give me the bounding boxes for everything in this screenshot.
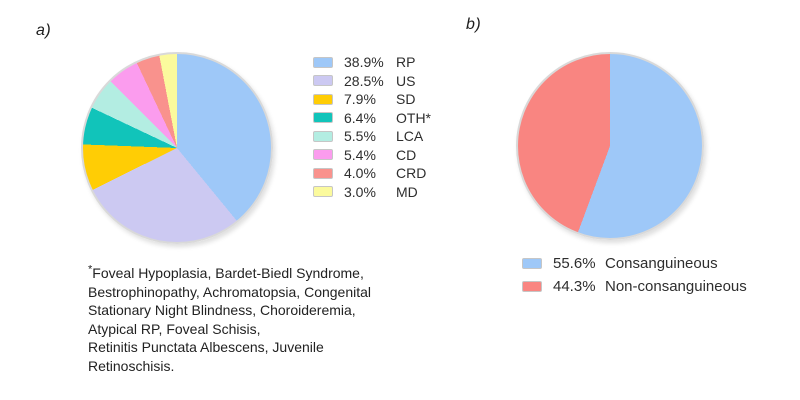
legend-swatch	[313, 93, 333, 105]
legend-label: SD	[396, 91, 416, 108]
legend-percentage: 28.5%	[344, 72, 384, 89]
legend-item: 44.3% Non-consanguineous	[522, 275, 747, 298]
pie-chart-consanguinity	[516, 52, 704, 240]
legend-swatch	[313, 112, 333, 124]
footnote-asterisk: *	[88, 263, 93, 276]
legend-label: MD	[396, 183, 418, 200]
legend-percentage: 3.0%	[344, 183, 376, 200]
legend-item: 38.9% RP	[313, 53, 431, 72]
legend-percentage: 4.0%	[344, 165, 376, 182]
legend-percentage: 6.4%	[344, 109, 376, 126]
legend-label: OTH*	[396, 109, 431, 126]
legend-item: 55.6% Consanguineous	[522, 252, 747, 275]
legend-label: RP	[396, 54, 416, 71]
footnote-text: Foveal Hypoplasia, Bardet-Biedl Syndrome…	[88, 265, 372, 374]
legend-item: 5.4% CD	[313, 146, 431, 165]
legend-item: 4.0% CRD	[313, 164, 431, 183]
legend-item: 28.5% US	[313, 72, 431, 91]
legend-percentage: 7.9%	[344, 91, 376, 108]
legend-item: 7.9% SD	[313, 90, 431, 109]
legend-diagnoses: 38.9% RP 28.5% US 7.9% SD 6.4% OTH* 5.5% LCA 5.4% C…	[313, 53, 431, 201]
legend-swatch	[313, 130, 333, 142]
legend-percentage: 55.6%	[553, 255, 596, 272]
legend-percentage: 38.9%	[344, 54, 384, 71]
panel-b-label: b)	[466, 16, 482, 33]
legend-label: LCA	[396, 128, 424, 145]
legend-item: 6.4% OTH*	[313, 109, 431, 128]
legend-item: 3.0% MD	[313, 183, 431, 202]
panel-a-label: a)	[36, 22, 52, 39]
legend-label: Non-consanguineous	[605, 278, 747, 295]
legend-swatch	[313, 167, 333, 179]
legend-label: CRD	[396, 165, 427, 182]
legend-swatch	[313, 149, 333, 161]
footnote: *Foveal Hypoplasia, Bardet-Biedl Syndrom…	[88, 264, 394, 376]
legend-swatch	[313, 56, 333, 68]
pie-chart-diagnoses	[81, 52, 273, 244]
legend-label: CD	[396, 146, 417, 163]
legend-swatch	[522, 281, 542, 292]
legend-item: 5.5% LCA	[313, 127, 431, 146]
legend-swatch	[313, 75, 333, 87]
legend-percentage: 44.3%	[553, 278, 596, 295]
legend-percentage: 5.4%	[344, 146, 376, 163]
legend-label: US	[396, 72, 416, 89]
legend-label: Consanguineous	[605, 255, 718, 272]
legend-swatch	[313, 186, 333, 198]
legend-consanguinity: 55.6% Consanguineous 44.3% Non-consanguineo…	[522, 252, 747, 298]
legend-percentage: 5.5%	[344, 128, 376, 145]
legend-swatch	[522, 258, 542, 269]
